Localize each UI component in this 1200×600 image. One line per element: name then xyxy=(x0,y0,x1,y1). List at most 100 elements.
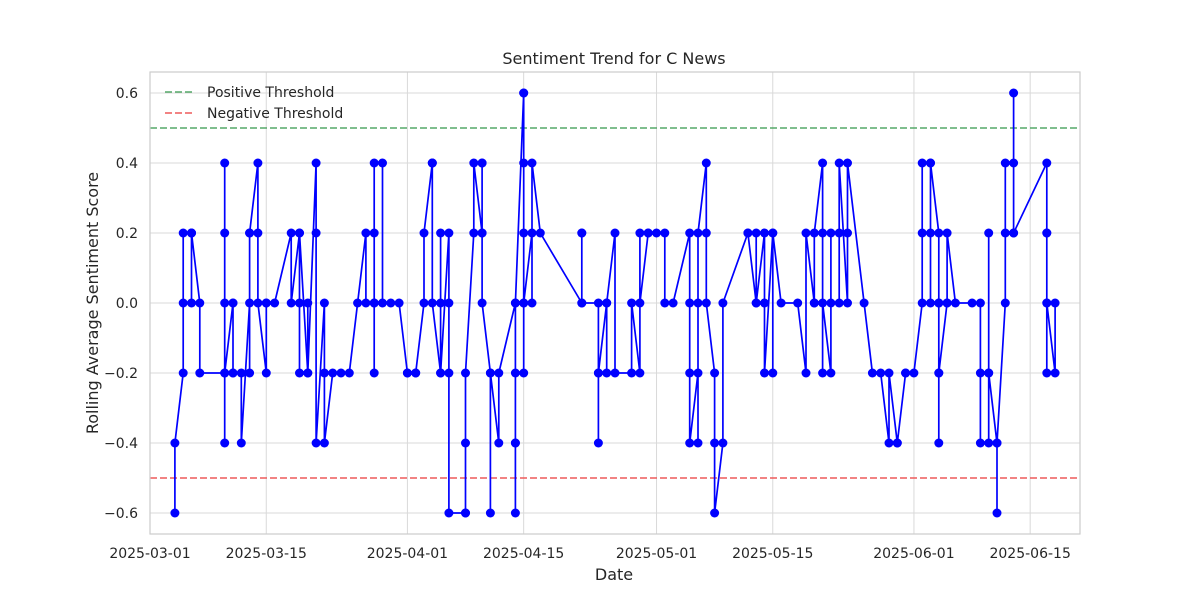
data-point xyxy=(660,298,670,308)
data-point xyxy=(361,298,371,308)
data-point xyxy=(859,298,869,308)
data-point xyxy=(170,438,180,448)
data-point xyxy=(286,298,296,308)
data-point xyxy=(635,298,645,308)
data-point xyxy=(303,368,313,378)
data-point xyxy=(510,368,520,378)
data-point xyxy=(245,298,255,308)
data-point xyxy=(510,438,520,448)
data-point xyxy=(710,368,720,378)
data-point xyxy=(867,368,877,378)
data-point xyxy=(751,228,761,238)
data-point xyxy=(527,158,537,168)
data-point xyxy=(967,298,977,308)
data-point xyxy=(178,368,188,378)
x-tick-label: 2025-03-01 xyxy=(109,546,190,562)
data-point xyxy=(261,298,271,308)
data-point xyxy=(494,438,504,448)
data-series xyxy=(170,88,1060,518)
data-point xyxy=(469,158,479,168)
x-tick-label: 2025-05-15 xyxy=(732,546,813,562)
data-point xyxy=(1000,158,1010,168)
data-point xyxy=(236,438,246,448)
data-point xyxy=(635,368,645,378)
data-point xyxy=(793,298,803,308)
data-point xyxy=(834,158,844,168)
data-point xyxy=(701,298,711,308)
data-point xyxy=(527,298,537,308)
data-point xyxy=(361,228,371,238)
data-point xyxy=(917,228,927,238)
data-point xyxy=(743,228,753,238)
data-point xyxy=(768,368,778,378)
data-point xyxy=(253,228,263,238)
data-point xyxy=(776,298,786,308)
data-point xyxy=(718,298,728,308)
data-point xyxy=(261,368,271,378)
data-point xyxy=(236,368,246,378)
data-point xyxy=(1000,298,1010,308)
data-point xyxy=(917,298,927,308)
data-point xyxy=(378,298,387,308)
data-point xyxy=(901,368,911,378)
data-point xyxy=(843,158,852,168)
data-point xyxy=(760,228,769,238)
data-point xyxy=(220,228,230,238)
data-point xyxy=(627,368,637,378)
data-point xyxy=(477,228,487,238)
data-point xyxy=(668,298,678,308)
data-point xyxy=(917,158,927,168)
data-point xyxy=(295,298,304,308)
data-point xyxy=(992,508,1002,518)
data-point xyxy=(602,368,612,378)
data-point xyxy=(826,228,836,238)
data-point xyxy=(627,298,637,308)
data-point xyxy=(444,368,454,378)
y-tick-label: 0.2 xyxy=(116,226,138,242)
data-point xyxy=(485,508,495,518)
data-point xyxy=(311,228,321,238)
x-tick-label: 2025-03-15 xyxy=(226,546,307,562)
data-point xyxy=(934,368,944,378)
data-point xyxy=(685,368,695,378)
data-point xyxy=(353,298,363,308)
data-point xyxy=(909,368,919,378)
data-point xyxy=(926,298,935,308)
data-point xyxy=(643,228,653,238)
data-point xyxy=(760,298,769,308)
data-point xyxy=(220,158,230,168)
data-point xyxy=(1042,368,1052,378)
data-point xyxy=(577,228,587,238)
data-point xyxy=(1042,298,1052,308)
data-point xyxy=(228,298,238,308)
data-point xyxy=(1050,368,1060,378)
data-point xyxy=(461,438,470,448)
y-axis-label: Rolling Average Sentiment Score xyxy=(83,172,102,434)
data-point xyxy=(718,438,728,448)
data-point xyxy=(303,298,313,308)
data-point xyxy=(519,298,529,308)
y-tick-label: 0.4 xyxy=(116,156,138,172)
data-point xyxy=(436,298,446,308)
data-point xyxy=(187,228,196,238)
data-point xyxy=(818,158,828,168)
data-point xyxy=(635,228,645,238)
data-point xyxy=(270,298,280,308)
legend: Positive Threshold Negative Threshold xyxy=(165,85,343,122)
data-point xyxy=(834,298,844,308)
data-point xyxy=(834,228,844,238)
data-point xyxy=(187,298,196,308)
data-point xyxy=(610,368,620,378)
data-point xyxy=(369,158,379,168)
data-point xyxy=(926,228,935,238)
data-point xyxy=(593,298,603,308)
y-tick-label: −0.4 xyxy=(104,436,138,452)
data-point xyxy=(311,158,321,168)
data-point xyxy=(660,228,670,238)
y-tick-label: 0.0 xyxy=(116,296,138,312)
data-point xyxy=(178,298,188,308)
data-point xyxy=(519,368,529,378)
data-point xyxy=(295,228,304,238)
data-point xyxy=(253,158,263,168)
